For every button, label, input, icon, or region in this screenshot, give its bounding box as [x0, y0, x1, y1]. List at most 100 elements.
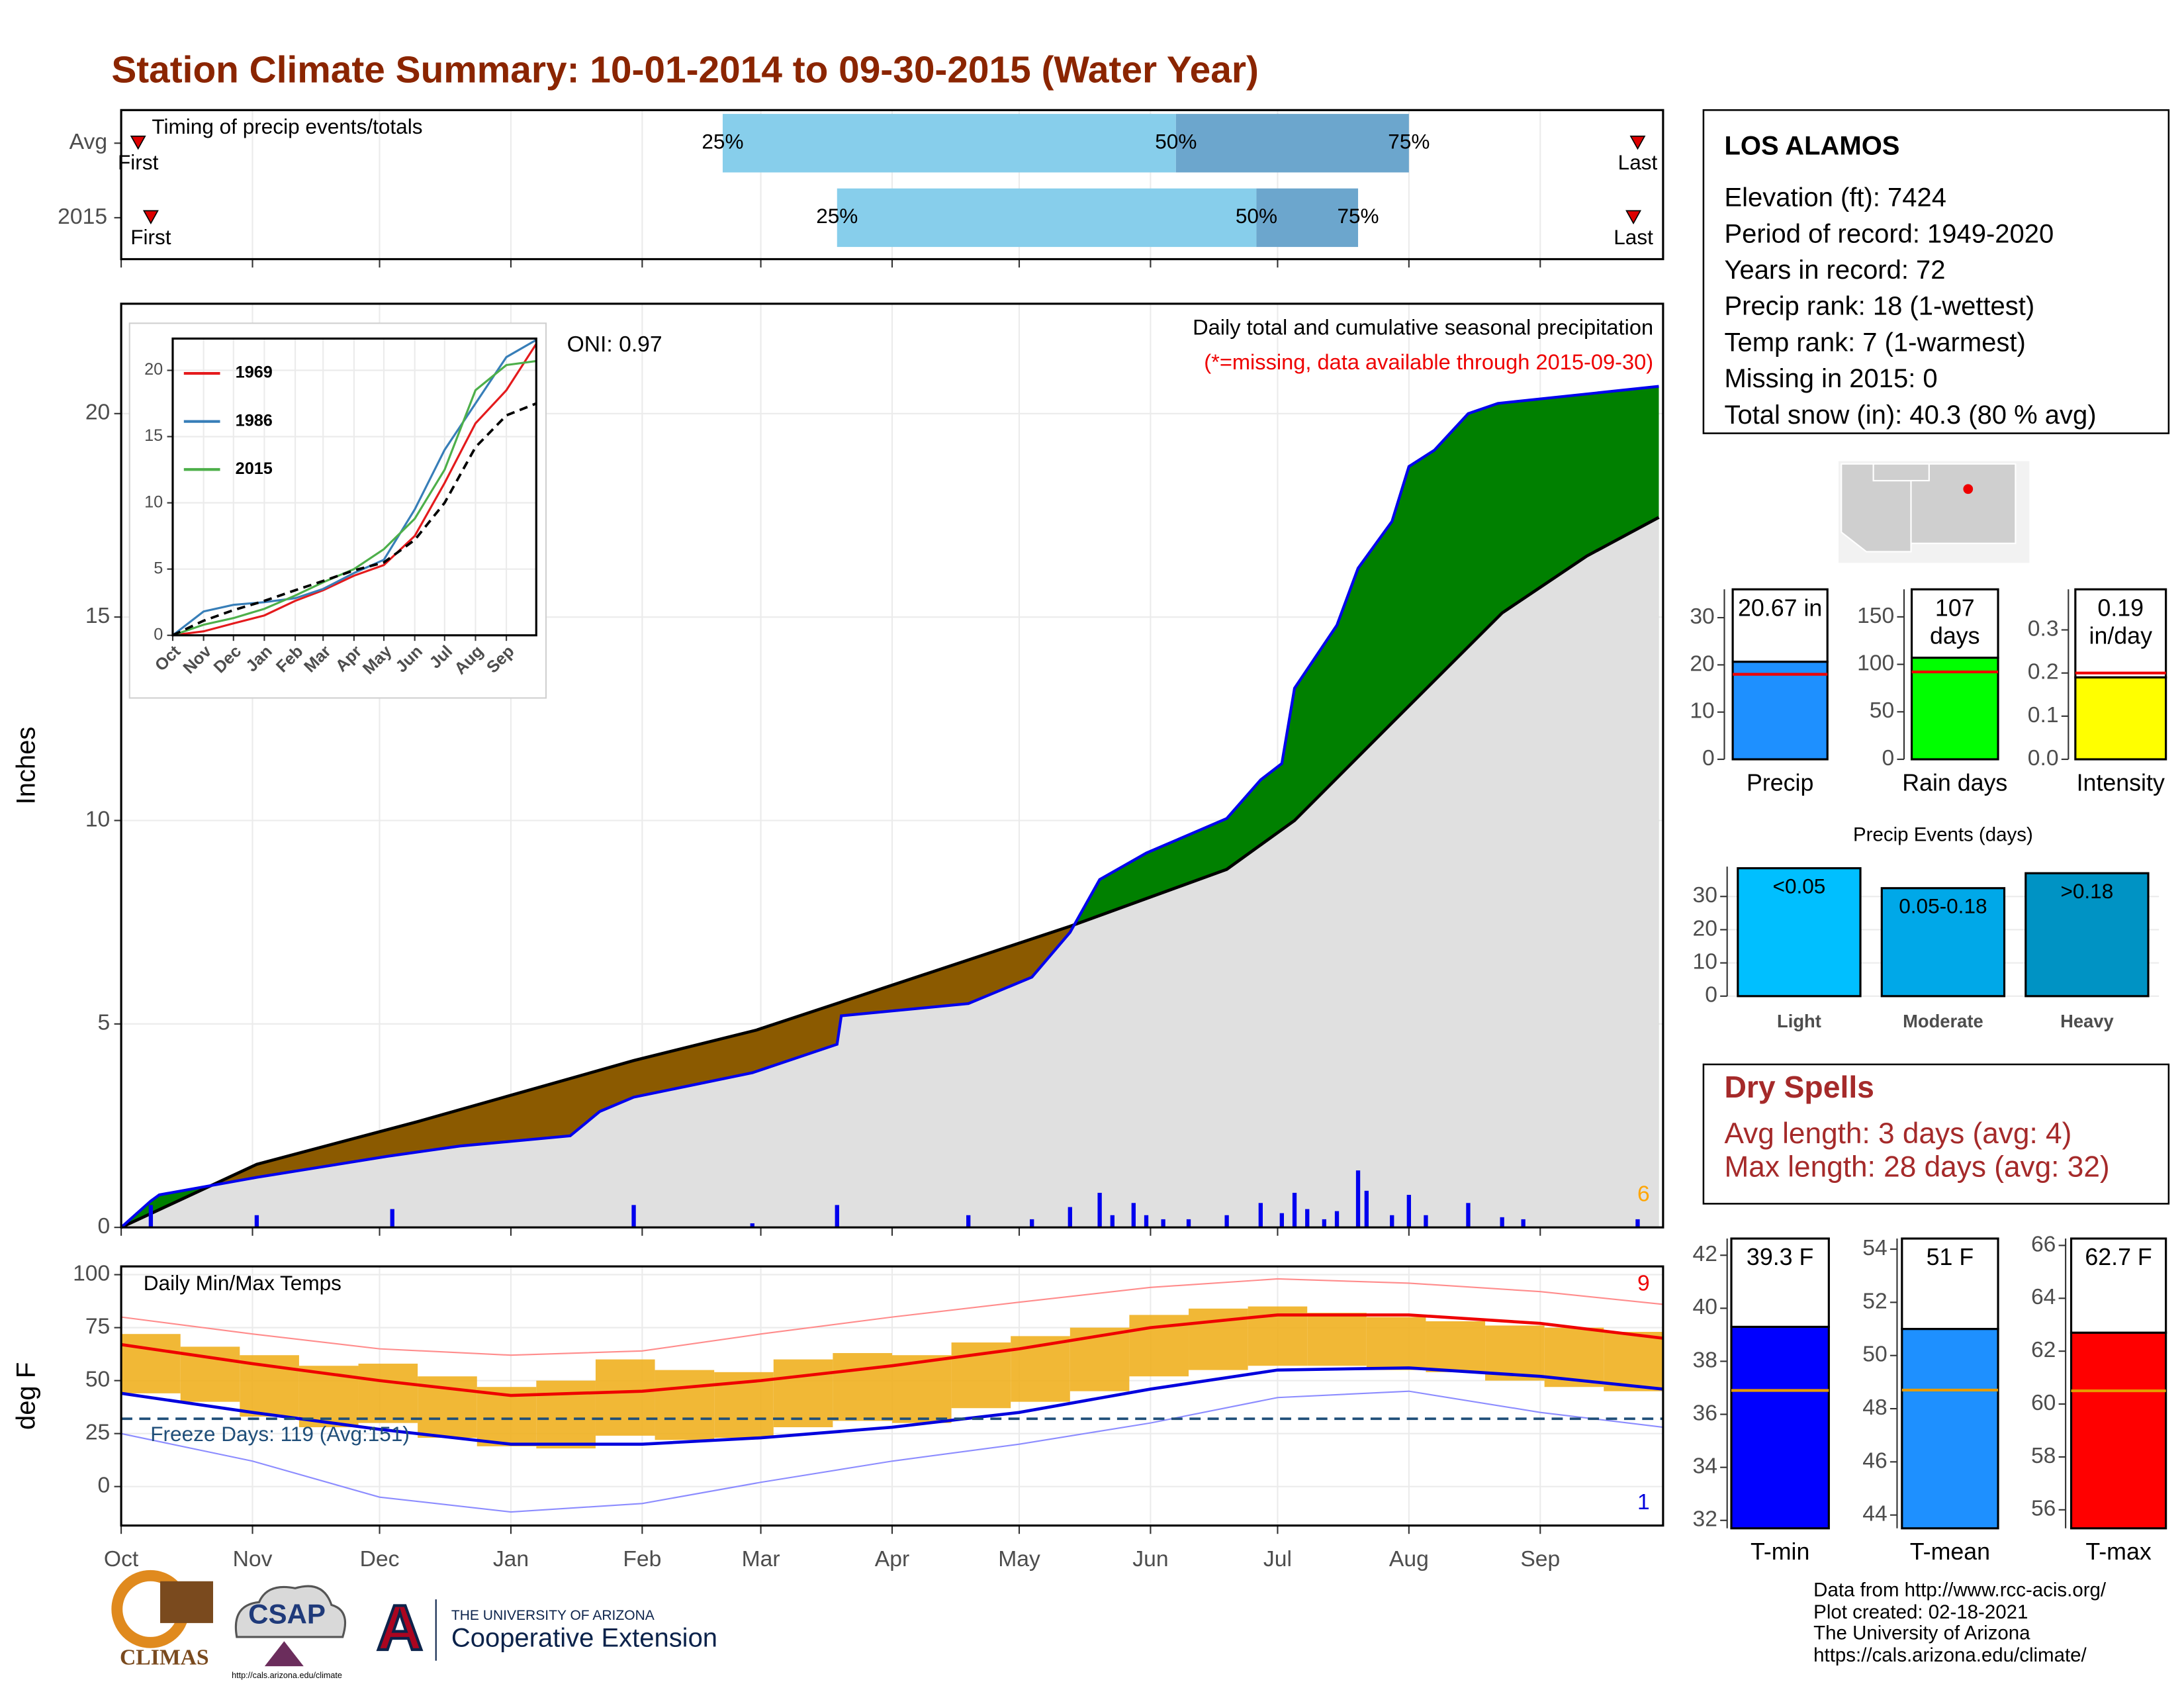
- value-label: 107 days: [1929, 594, 1980, 649]
- daily-bar: [835, 1205, 839, 1228]
- y-tick-label: 44: [1862, 1502, 1887, 1526]
- value-label-holder: 0.19 in/day: [2089, 595, 2152, 649]
- bar: [2074, 676, 2167, 761]
- station-box: LOS ALAMOS Elevation (ft): 7424 Period o…: [1702, 109, 2170, 434]
- category-label: T-min: [1751, 1538, 1809, 1565]
- temp-range-bar: [1426, 1321, 1486, 1372]
- y-tick-label: 75: [85, 1315, 110, 1339]
- daily-bar: [1279, 1213, 1284, 1228]
- y-tick-label: 66: [2031, 1232, 2056, 1256]
- y-tick-label: 48: [1862, 1395, 1887, 1420]
- normal-max-line: [120, 1313, 1664, 1397]
- record-max-line: [120, 1278, 1663, 1356]
- station-location: [1963, 484, 1974, 494]
- value-label-box: [1901, 1237, 1999, 1331]
- map-state: [1910, 463, 2017, 544]
- timing-marker-label: Last: [1618, 150, 1658, 174]
- timing-marker: [1629, 135, 1646, 150]
- daily-bar: [1305, 1209, 1310, 1228]
- bar-label: 0.05-0.18: [1899, 894, 1987, 918]
- temp-range-bar: [1604, 1332, 1663, 1391]
- bar: [1910, 656, 1999, 761]
- row-label: 2015: [58, 205, 107, 229]
- ua-logo: A: [377, 1591, 423, 1664]
- daily-bar: [1224, 1215, 1229, 1228]
- y-axis-title: deg F: [12, 1362, 41, 1430]
- station-line: Elevation (ft): 7424: [1724, 183, 1946, 212]
- value-label-holder: 39.3 F: [1746, 1244, 1814, 1271]
- x-tick-label: Oct: [104, 1547, 139, 1571]
- y-tick-label: 10: [144, 492, 163, 511]
- category-label: Moderate: [1903, 1011, 1983, 1031]
- csap-logo-text: CSAP: [248, 1598, 326, 1629]
- daily-bar: [390, 1209, 394, 1228]
- temp-range-bar: [773, 1359, 833, 1428]
- y-tick-label: 30: [1693, 883, 1717, 908]
- y-tick-label: 50: [1870, 698, 1894, 723]
- base-area: [121, 517, 1659, 1228]
- daily-bar: [1322, 1219, 1326, 1228]
- value-label-box: [1730, 1237, 1830, 1328]
- daily-bar: [1131, 1203, 1136, 1228]
- normal-min-line: [120, 1366, 1664, 1446]
- y-tick-label: 100: [73, 1261, 110, 1286]
- value-label-holder: 107 days: [1929, 594, 1980, 649]
- value-label: 51 F: [1926, 1244, 1974, 1271]
- temp-range-bar: [833, 1353, 892, 1421]
- y-tick-label: 0.3: [2028, 616, 2059, 641]
- temp-range-bar: [595, 1359, 655, 1436]
- y-tick-label: 0: [1882, 746, 1895, 771]
- logos: CLIMAS CSAP http://cals.arizona.edu/clim…: [111, 1570, 717, 1680]
- daily-bar: [1030, 1219, 1034, 1228]
- timing-marker: [130, 135, 146, 150]
- y-tick-label: 64: [2031, 1285, 2056, 1309]
- y-tick-label: 50: [1862, 1342, 1887, 1367]
- category-label: Rain days: [1902, 769, 2007, 796]
- daily-bar: [750, 1223, 754, 1228]
- daily-bar: [1068, 1207, 1072, 1228]
- y-tick-label: 0.1: [2028, 703, 2059, 727]
- percentile-label: 50%: [1236, 204, 1277, 228]
- x-tick-label: Jan: [493, 1547, 529, 1571]
- bar: [2070, 1331, 2167, 1530]
- x-tick-label: Aug: [1389, 1547, 1429, 1571]
- station-frame: [1702, 109, 2170, 434]
- timing-marker: [142, 210, 159, 225]
- climas-logo-block: [160, 1581, 214, 1623]
- y-tick-label: 25: [85, 1421, 110, 1445]
- temp-range-bar: [477, 1387, 537, 1446]
- y-tick-label: 0: [1705, 983, 1717, 1008]
- x-tick-label: Dec: [360, 1547, 400, 1571]
- temp-range-bar: [1366, 1317, 1426, 1370]
- station-line: Total snow (in): 40.3 (80 % avg): [1724, 400, 2096, 430]
- location-map: [1839, 461, 2030, 563]
- y-tick-label: 42: [1693, 1242, 1717, 1266]
- value-label-holder: 62.7 F: [2085, 1244, 2152, 1270]
- value-label: 39.3 F: [1746, 1244, 1814, 1271]
- y-tick-label: 0: [1702, 746, 1715, 771]
- percentile-label: 25%: [702, 130, 743, 154]
- category-label: Light: [1777, 1011, 1821, 1031]
- page-title: Station Climate Summary: 10-01-2014 to 0…: [111, 49, 1259, 91]
- value-label-box: [1910, 588, 1999, 659]
- timing-marker-label: Last: [1614, 225, 1653, 249]
- station-line: Period of record: 1949-2020: [1724, 219, 2054, 248]
- temp-range-bar: [358, 1364, 418, 1423]
- station-line: Missing in 2015: 0: [1724, 364, 1937, 393]
- freeze-annotation: Freeze Days: 119 (Avg:151): [150, 1422, 410, 1446]
- panel-frame: [120, 109, 1664, 261]
- daily-bar: [1097, 1192, 1102, 1228]
- legend-label: 1969: [236, 363, 273, 382]
- y-tick-label: 5: [98, 1011, 111, 1035]
- y-axis-title: Inches: [12, 727, 41, 805]
- x-tick-label: Jul: [1263, 1547, 1292, 1571]
- temp-range-bar: [536, 1380, 596, 1449]
- daily-bar: [148, 1205, 154, 1228]
- category-label: T-max: [2085, 1538, 2151, 1565]
- footer-credits: Data from http://www.rcc-acis.org/ Plot …: [1813, 1579, 2107, 1666]
- y-tick-label: 15: [144, 426, 163, 445]
- x-tick-label: Sep: [1520, 1547, 1560, 1571]
- y-tick-label: 20: [144, 360, 163, 379]
- daily-bar: [1292, 1192, 1297, 1228]
- daily-bar: [1635, 1219, 1640, 1228]
